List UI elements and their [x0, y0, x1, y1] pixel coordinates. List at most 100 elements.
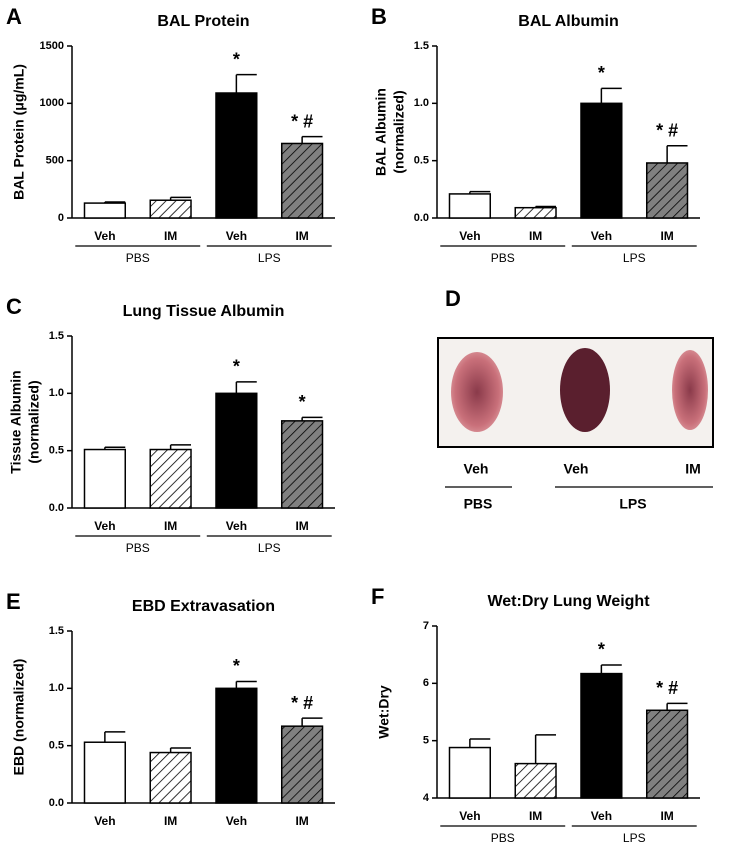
y-tick-label: 1.5 — [49, 330, 64, 342]
bar — [280, 420, 324, 509]
x-tick-label: Veh — [226, 814, 247, 828]
x-tick-label: Veh — [459, 229, 480, 243]
significance-label: * # — [656, 678, 678, 698]
x-tick-label: IM — [164, 814, 177, 828]
x-tick-label: Veh — [226, 519, 247, 533]
x-tick-label: IM — [295, 814, 308, 828]
chart-title: Lung Tissue Albumin — [123, 303, 285, 320]
x-tick-label: Veh — [226, 229, 247, 243]
x-tick-label: IM — [660, 809, 673, 823]
chart-title: BAL Albumin — [518, 13, 618, 30]
chart-title: Wet:Dry Lung Weight — [487, 593, 650, 610]
y-tick-label: 1.0 — [49, 682, 64, 694]
y-tick-label: 0.0 — [49, 797, 64, 809]
bar — [215, 687, 258, 804]
chart-title: BAL Protein — [157, 13, 249, 30]
bar — [83, 448, 127, 509]
chart-panel: E EBD Extravasation EBD (normalized) 0.0 0.5… — [6, 589, 335, 828]
x-tick-label: IM — [529, 809, 542, 823]
group-label: PBS — [491, 251, 515, 265]
bar — [215, 392, 258, 509]
bar — [645, 162, 689, 219]
chart-title: EBD Extravasation — [132, 598, 275, 615]
bar — [580, 672, 623, 799]
group-label: LPS — [258, 541, 281, 555]
group-label: LPS — [258, 251, 281, 265]
bar — [514, 762, 557, 799]
x-tick-label: IM — [164, 229, 177, 243]
bar — [149, 448, 192, 509]
y-tick-label: 0 — [58, 212, 64, 224]
significance-label: * # — [656, 121, 678, 141]
x-tick-label: Veh — [459, 809, 480, 823]
category-label: Veh — [564, 461, 589, 477]
panel-letter: A — [6, 4, 22, 29]
y-tick-label: 1.5 — [49, 625, 64, 637]
y-axis-label: Tissue Albumin — [8, 370, 24, 473]
x-tick-label: IM — [164, 519, 177, 533]
significance-label: * — [233, 656, 240, 676]
x-tick-label: IM — [529, 229, 542, 243]
y-tick-label: 6 — [423, 677, 429, 689]
y-tick-label: 1000 — [40, 97, 64, 109]
significance-label: * — [233, 49, 240, 69]
group-label: LPS — [623, 251, 646, 265]
bar — [215, 92, 258, 219]
y-tick-label: 5 — [423, 735, 429, 747]
y-axis-label: (normalized) — [26, 380, 42, 463]
y-axis-label: BAL Albumin — [373, 88, 389, 176]
y-tick-label: 0.5 — [414, 155, 429, 167]
bar — [448, 193, 492, 219]
bar — [149, 751, 192, 804]
y-axis-label: (normalized) — [391, 90, 407, 173]
significance-label: * — [299, 392, 306, 412]
chart-panel: F Wet:Dry Lung Weight Wet:Dry 4 5 6 7 Veh IM * Veh… — [371, 584, 700, 845]
chart-panel: A BAL Protein BAL Protein (μg/mL) 0 500 1000 1… — [6, 4, 335, 265]
significance-label: * # — [291, 111, 313, 131]
lung-image — [672, 350, 708, 430]
y-tick-label: 0.0 — [49, 502, 64, 514]
lung-image — [451, 352, 503, 432]
x-tick-label: Veh — [94, 229, 115, 243]
y-tick-label: 1.0 — [49, 387, 64, 399]
x-tick-label: IM — [660, 229, 673, 243]
y-axis-label: EBD (normalized) — [11, 659, 27, 776]
bar — [280, 725, 324, 804]
y-tick-label: 0.5 — [49, 740, 64, 752]
y-tick-label: 1500 — [40, 40, 64, 52]
x-tick-label: IM — [295, 229, 308, 243]
bar — [280, 142, 324, 219]
group-label: PBS — [491, 831, 515, 845]
y-tick-label: 500 — [46, 155, 64, 167]
group-label: PBS — [126, 541, 150, 555]
bar — [514, 206, 557, 219]
x-tick-label: IM — [295, 519, 308, 533]
y-tick-label: 0.0 — [414, 212, 429, 224]
x-tick-label: Veh — [591, 809, 612, 823]
panel-letter: F — [371, 584, 384, 609]
significance-label: * # — [291, 693, 313, 713]
y-tick-label: 7 — [423, 620, 429, 632]
bar — [83, 202, 127, 219]
panel-letter: C — [6, 294, 22, 319]
y-tick-label: 1.0 — [414, 97, 429, 109]
significance-label: * — [598, 63, 605, 83]
x-tick-label: Veh — [94, 814, 115, 828]
group-label: PBS — [464, 496, 493, 512]
y-tick-label: 4 — [423, 792, 430, 804]
bar — [83, 741, 127, 804]
panel-letter: B — [371, 4, 387, 29]
bar — [448, 746, 492, 799]
bar — [580, 102, 623, 219]
bar — [149, 199, 192, 219]
category-label: IM — [685, 461, 701, 477]
panel-letter: D — [445, 286, 461, 311]
chart-panel: C Lung Tissue Albumin Tissue Albumin (norma… — [6, 294, 335, 555]
group-label: LPS — [623, 831, 646, 845]
x-tick-label: Veh — [94, 519, 115, 533]
y-tick-label: 0.5 — [49, 445, 64, 457]
y-tick-label: 1.5 — [414, 40, 429, 52]
significance-label: * — [598, 640, 605, 660]
